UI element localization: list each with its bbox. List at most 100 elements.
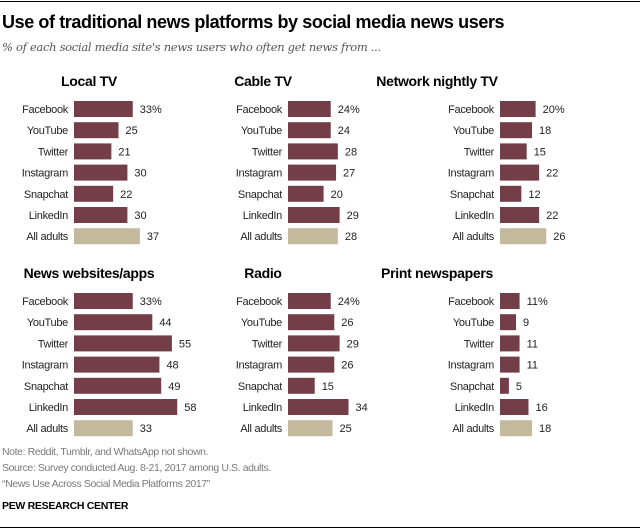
bar bbox=[288, 399, 349, 415]
chart-subtitle: % of each social media site's news users… bbox=[2, 40, 381, 54]
bar bbox=[500, 164, 540, 181]
bar bbox=[500, 185, 522, 202]
panel-title: Network nightly TV bbox=[376, 73, 498, 89]
bar bbox=[288, 185, 324, 202]
bar bbox=[288, 101, 331, 117]
bar bbox=[74, 356, 160, 373]
bar-all-adults bbox=[500, 420, 533, 437]
value-label: 26 bbox=[341, 360, 353, 372]
category-label: Twitter bbox=[252, 146, 283, 158]
category-label: LinkedIn bbox=[29, 210, 68, 222]
value-label: 20 bbox=[331, 189, 343, 201]
bar bbox=[500, 143, 527, 160]
bar bbox=[500, 356, 520, 373]
category-label: Facebook bbox=[448, 104, 495, 116]
bar-all-adults bbox=[500, 228, 547, 245]
category-label: All adults bbox=[26, 423, 68, 435]
category-label: Snapchat bbox=[238, 381, 282, 393]
footer-report: “News Use Across Social Media Platforms … bbox=[2, 478, 210, 490]
category-label: Instagram bbox=[448, 168, 494, 180]
value-label: 5 bbox=[516, 381, 522, 393]
category-label: Facebook bbox=[22, 104, 69, 116]
value-label: 24% bbox=[338, 104, 360, 116]
bar bbox=[74, 143, 112, 160]
category-label: Twitter bbox=[38, 338, 69, 350]
category-label: Instagram bbox=[448, 360, 494, 372]
category-label: Twitter bbox=[38, 146, 69, 158]
category-label: YouTube bbox=[241, 317, 282, 329]
category-label: All adults bbox=[452, 231, 494, 243]
value-label: 25 bbox=[340, 423, 352, 435]
category-label: Snapchat bbox=[450, 189, 494, 201]
bar bbox=[288, 293, 331, 309]
category-label: YouTube bbox=[453, 317, 494, 329]
value-label: 33 bbox=[140, 423, 152, 435]
value-label: 37 bbox=[147, 231, 159, 243]
category-label: Snapchat bbox=[24, 189, 68, 201]
category-label: LinkedIn bbox=[29, 402, 68, 414]
category-label: Facebook bbox=[22, 296, 69, 308]
value-label: 24% bbox=[338, 296, 360, 308]
category-label: All adults bbox=[26, 231, 68, 243]
value-label: 33% bbox=[140, 296, 162, 308]
bar bbox=[74, 377, 162, 394]
bar-all-adults bbox=[288, 228, 338, 245]
footer-source: Source: Survey conducted Aug. 8-21, 2017… bbox=[2, 462, 271, 474]
bar bbox=[74, 101, 133, 117]
category-label: Snapchat bbox=[24, 381, 68, 393]
category-label: Instagram bbox=[22, 360, 68, 372]
panel-title: Cable TV bbox=[234, 73, 292, 89]
bar bbox=[74, 164, 128, 181]
category-label: YouTube bbox=[27, 125, 68, 137]
value-label: 30 bbox=[134, 168, 146, 180]
category-label: LinkedIn bbox=[455, 402, 494, 414]
category-label: Snapchat bbox=[238, 189, 282, 201]
value-label: 28 bbox=[345, 146, 357, 158]
bar bbox=[288, 122, 331, 139]
value-label: 11 bbox=[527, 360, 538, 372]
category-label: LinkedIn bbox=[243, 210, 282, 222]
category-label: Facebook bbox=[448, 296, 495, 308]
bar bbox=[288, 164, 337, 181]
category-label: Facebook bbox=[236, 104, 283, 116]
value-label: 27 bbox=[343, 168, 355, 180]
category-label: Twitter bbox=[252, 338, 283, 350]
bar bbox=[500, 314, 517, 331]
bar bbox=[288, 356, 335, 373]
category-label: Snapchat bbox=[450, 381, 494, 393]
value-label: 29 bbox=[347, 338, 359, 350]
bar bbox=[74, 293, 133, 309]
bar bbox=[500, 399, 529, 415]
value-label: 11 bbox=[527, 338, 538, 350]
bar bbox=[74, 314, 153, 331]
panel-title: Local TV bbox=[61, 73, 118, 89]
bar-all-adults bbox=[74, 420, 133, 437]
bar bbox=[288, 143, 338, 160]
category-label: YouTube bbox=[241, 125, 282, 137]
bar bbox=[500, 207, 540, 223]
bar bbox=[74, 335, 172, 352]
bar bbox=[288, 335, 340, 352]
category-label: All adults bbox=[240, 231, 282, 243]
value-label: 25 bbox=[126, 125, 138, 137]
category-label: YouTube bbox=[453, 125, 494, 137]
value-label: 33% bbox=[140, 104, 162, 116]
category-label: LinkedIn bbox=[243, 402, 282, 414]
category-label: Twitter bbox=[464, 338, 495, 350]
value-label: 9 bbox=[523, 317, 529, 329]
bar bbox=[500, 122, 533, 139]
bar bbox=[74, 399, 178, 415]
bar-all-adults bbox=[74, 228, 140, 245]
category-label: All adults bbox=[452, 423, 494, 435]
bar bbox=[74, 122, 119, 139]
value-label: 18 bbox=[539, 423, 551, 435]
category-label: Instagram bbox=[22, 168, 68, 180]
value-label: 15 bbox=[322, 381, 334, 393]
bar bbox=[74, 207, 128, 223]
value-label: 12 bbox=[528, 189, 540, 201]
panel-title: News websites/apps bbox=[24, 265, 155, 281]
value-label: 18 bbox=[539, 125, 551, 137]
panel-title: Radio bbox=[244, 265, 281, 281]
value-label: 11% bbox=[527, 296, 548, 308]
